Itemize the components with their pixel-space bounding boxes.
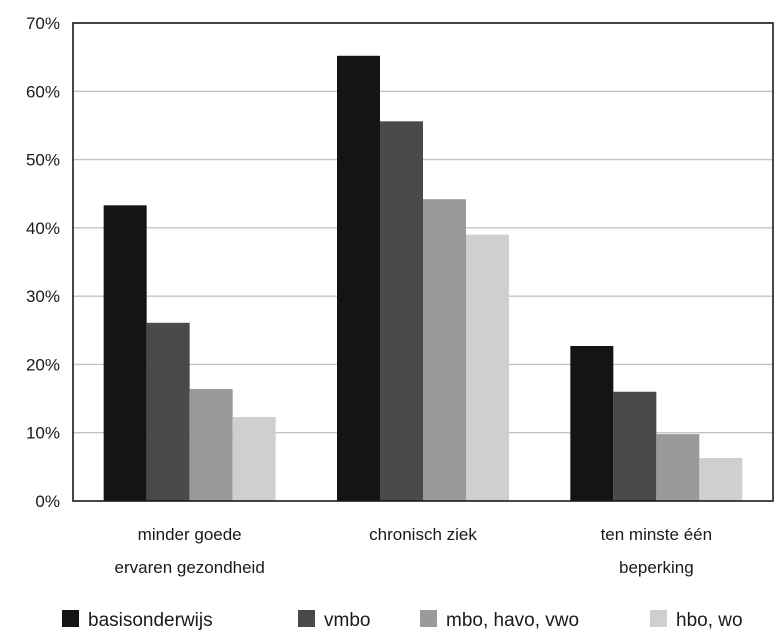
bar-hbo-wo <box>232 417 276 501</box>
bar-mbo-havo-vwo <box>656 434 700 501</box>
x-category-label: ervaren gezondheid <box>115 558 265 577</box>
y-tick-label: 60% <box>26 82 60 101</box>
legend-swatch <box>298 610 315 627</box>
y-tick-label: 30% <box>26 287 60 306</box>
legend-label: hbo, wo <box>676 610 743 631</box>
bar-vmbo <box>613 391 657 501</box>
legend-label: basisonderwijs <box>88 610 213 631</box>
legend: basisonderwijs vmbo mbo, havo, vwo hbo, wo <box>62 610 743 631</box>
legend-swatch <box>62 610 79 627</box>
legend-label: vmbo <box>324 610 370 631</box>
bar-mbo-havo-vwo <box>189 389 233 501</box>
axes: 0% 10% 20% 30% 40% 50% 60% 70% minder goede ervar… <box>26 14 774 577</box>
y-tick-label: 0% <box>35 492 60 511</box>
x-category-label: beperking <box>619 558 694 577</box>
bar-hbo-wo <box>466 234 509 501</box>
y-tick-label: 20% <box>26 355 60 374</box>
y-tick-label: 50% <box>26 151 60 170</box>
x-category-label: ten minste één <box>601 525 713 544</box>
bar-basisonderwijs <box>103 205 147 501</box>
bar-vmbo <box>380 121 423 502</box>
plot-frame <box>72 22 774 502</box>
legend-swatch <box>420 610 437 627</box>
bar-hbo-wo <box>699 457 743 501</box>
bar-vmbo <box>146 322 190 501</box>
bar-basisonderwijs <box>570 345 614 501</box>
bars <box>103 55 743 502</box>
legend-swatch <box>650 610 667 627</box>
bar-mbo-havo-vwo <box>423 199 466 502</box>
y-tick-label: 10% <box>26 424 60 443</box>
legend-label: mbo, havo, vwo <box>446 610 579 631</box>
x-category-label: minder goede <box>138 525 242 544</box>
x-category-label: chronisch ziek <box>369 525 477 544</box>
y-tick-label: 70% <box>26 14 60 33</box>
bar-basisonderwijs <box>337 55 380 502</box>
y-tick-label: 40% <box>26 219 60 238</box>
